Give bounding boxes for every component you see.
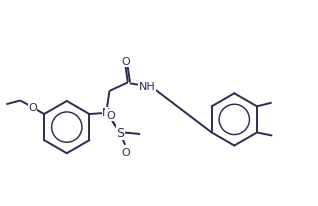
Text: S: S — [116, 126, 124, 139]
Text: O: O — [28, 103, 37, 113]
Text: N: N — [102, 108, 110, 118]
Text: NH: NH — [139, 82, 155, 92]
Text: O: O — [106, 110, 115, 120]
Text: O: O — [121, 147, 130, 157]
Text: O: O — [121, 57, 130, 67]
